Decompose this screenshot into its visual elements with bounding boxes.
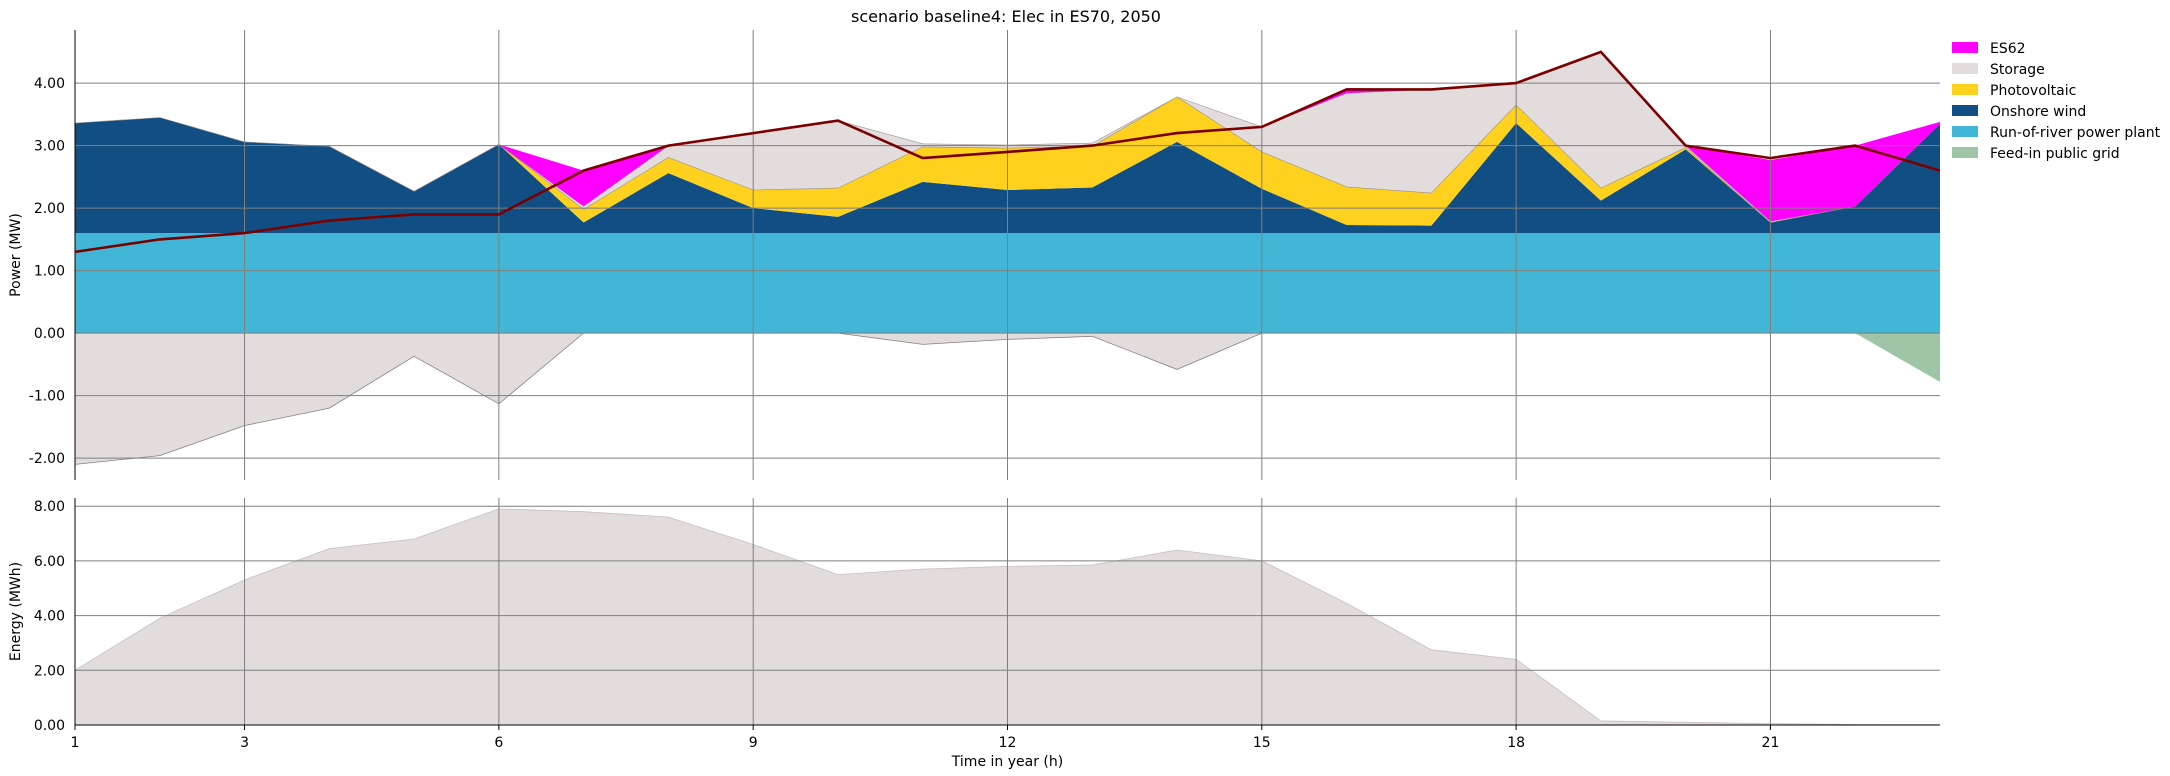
power-ytick-label: 1.00	[34, 264, 65, 280]
legend-label: Run-of-river power plant	[1990, 125, 2161, 141]
x-tick-label: 18	[1507, 735, 1525, 751]
x-tick-label: 3	[240, 735, 249, 751]
x-tick-label: 1	[71, 735, 80, 751]
power-ytick-label: 3.00	[34, 139, 65, 155]
legend: ES62 Storage Photovoltaic Onshore wind Run-o…	[1952, 41, 2161, 162]
energy-ytick-label: 4.00	[34, 609, 65, 625]
energy-ytick-label: 6.00	[34, 554, 65, 570]
x-axis-label: Time in year (h)	[951, 754, 1063, 770]
power-ytick-label: 4.00	[34, 76, 65, 92]
legend-swatch	[1952, 105, 1978, 116]
energy-ytick-label: 2.00	[34, 663, 65, 679]
energy-ytick-label: 8.00	[34, 499, 65, 515]
x-tick-label: 12	[999, 735, 1017, 751]
power-panel: 4.00 3.00 2.00 1.00 0.00 -1.00 -2.00 Power (MW)	[8, 30, 1941, 480]
energy-panel: 8.00 6.00 4.00 2.00 0.00 1 3 6 9 12 15 18 21 Energy (…	[8, 498, 1941, 770]
x-tick-label: 15	[1253, 735, 1271, 751]
legend-swatch	[1952, 126, 1978, 137]
power-y-axis-label: Power (MW)	[8, 213, 24, 297]
x-tick-label: 9	[749, 735, 758, 751]
legend-swatch	[1952, 63, 1978, 74]
chart-title: scenario baseline4: Elec in ES70, 2050	[851, 7, 1161, 26]
legend-label: Onshore wind	[1990, 104, 2086, 120]
energy-ytick-label: 0.00	[34, 718, 65, 734]
demand-line	[74, 50, 1941, 254]
legend-swatch	[1952, 147, 1978, 158]
legend-label: Storage	[1990, 62, 2045, 78]
power-ytick-label: -1.00	[29, 389, 65, 405]
x-tick-label: 21	[1762, 735, 1780, 751]
power-ytick-label: 2.00	[34, 201, 65, 217]
legend-label: ES62	[1990, 41, 2026, 57]
legend-swatch	[1952, 84, 1978, 95]
area-pos-4	[75, 51, 1940, 222]
x-tick-label: 6	[494, 735, 503, 751]
power-ytick-label: -2.00	[29, 451, 65, 467]
area-pos-1	[75, 117, 1940, 234]
power-ytick-label: 0.00	[34, 326, 65, 342]
legend-label: Photovoltaic	[1990, 83, 2076, 99]
energy-y-axis-label: Energy (MWh)	[8, 562, 24, 661]
legend-label: Feed-in public grid	[1990, 146, 2120, 162]
legend-swatch	[1952, 42, 1978, 53]
